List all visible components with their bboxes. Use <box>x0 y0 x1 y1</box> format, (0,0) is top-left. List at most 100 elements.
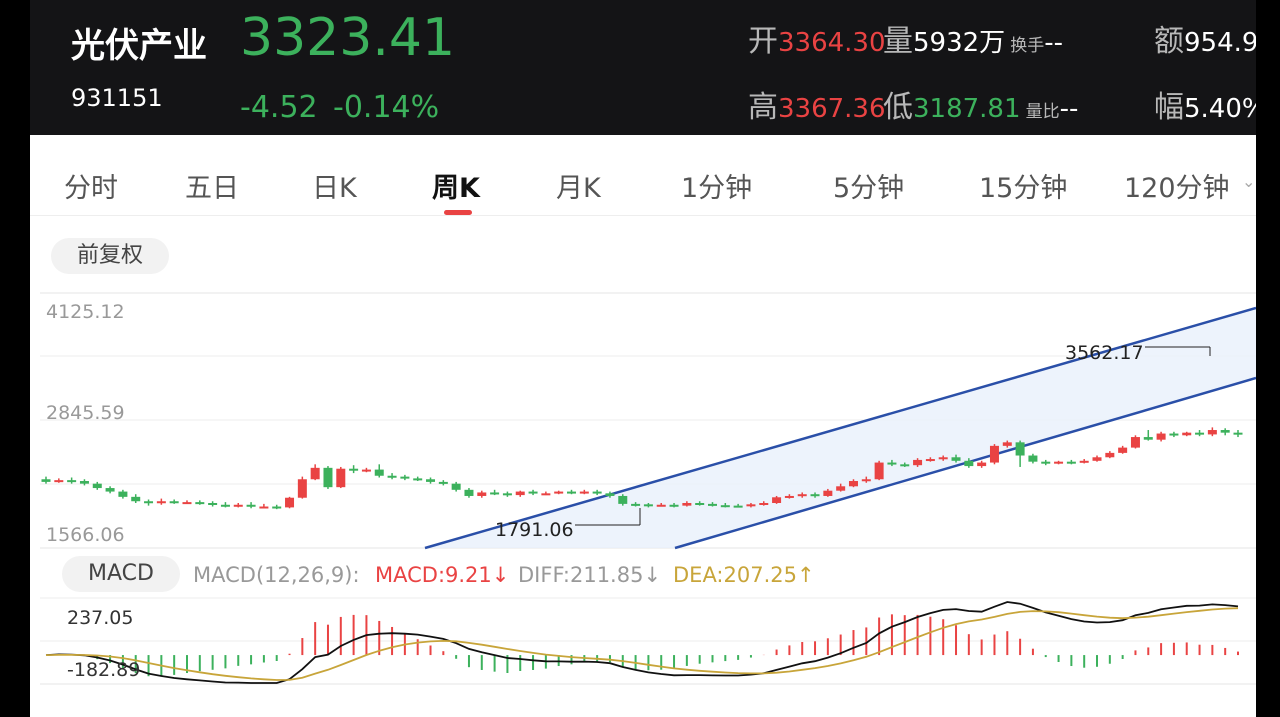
candle-body <box>784 495 794 498</box>
candle-body <box>387 475 397 478</box>
tab-weekly-k[interactable]: 周K <box>432 173 480 204</box>
price-axis-mid: 2845.59 <box>46 402 125 424</box>
candle-body <box>605 493 615 496</box>
candle-body <box>695 503 705 506</box>
candle-body <box>643 504 653 507</box>
candle-body <box>887 462 897 465</box>
candle-body <box>1182 432 1192 436</box>
macd-axis-bottom: -182.89 <box>67 659 141 681</box>
tab-5min[interactable]: 5分钟 <box>833 173 905 204</box>
candle-body <box>874 462 884 480</box>
candle-body <box>631 503 641 506</box>
candle-body <box>310 467 320 480</box>
candle-body <box>297 479 307 498</box>
app-frame: 光伏产业 931151 3323.41 -4.52 -0.14% 开3364.3… <box>30 0 1256 717</box>
candle-body <box>272 506 282 509</box>
candle-body <box>618 495 628 504</box>
candle-body <box>1130 437 1140 448</box>
candle-body <box>1066 461 1076 464</box>
candle-body <box>67 480 77 483</box>
candle-body <box>182 502 192 505</box>
candle-body <box>1015 442 1025 456</box>
candle-body <box>592 491 602 494</box>
candle-body <box>861 479 871 482</box>
candle-body <box>323 467 333 488</box>
candle-body <box>528 491 538 494</box>
volume-stat: 量5932万 换手-- <box>883 24 1064 59</box>
candle-body <box>1143 437 1153 440</box>
candle-body <box>413 478 423 481</box>
candle-body <box>208 503 218 506</box>
candle-body <box>451 483 461 490</box>
candle-body <box>682 503 692 506</box>
candle-body <box>438 481 448 484</box>
tab-120min[interactable]: 120分钟 <box>1124 173 1230 204</box>
candle-body <box>1233 432 1243 435</box>
dea-line <box>45 607 1239 681</box>
tab-1min[interactable]: 1分钟 <box>681 173 753 204</box>
index-name: 光伏产业 <box>71 26 207 66</box>
tab-five-day[interactable]: 五日 <box>185 173 239 204</box>
tab-intraday[interactable]: 分时 <box>64 173 118 204</box>
candle-body <box>746 504 756 507</box>
adjust-button[interactable]: 前复权 <box>51 238 169 274</box>
candle-body <box>1220 430 1230 433</box>
candle-body <box>913 459 923 466</box>
candle-body <box>400 476 410 479</box>
candle-body <box>810 494 820 497</box>
tab-daily-k[interactable]: 日K <box>312 173 357 204</box>
price-change-pct: -0.14% <box>333 90 440 125</box>
candle-body <box>1105 452 1115 458</box>
candle-body <box>1195 432 1205 435</box>
open-stat: 开3364.30 <box>748 24 886 59</box>
candle-body <box>144 501 154 504</box>
candle-body <box>567 491 577 494</box>
candle-body <box>989 445 999 463</box>
macd-axis-top: 237.05 <box>67 607 134 629</box>
candle-body <box>233 504 243 507</box>
low-annotation: 1791.06 <box>495 519 574 541</box>
candle-body <box>336 468 346 488</box>
candle-body <box>554 491 564 494</box>
candles-group <box>41 427 1243 510</box>
price-change: -4.52 <box>240 90 318 125</box>
macd-indicator-button[interactable]: MACD <box>62 556 180 592</box>
candle-body <box>1118 447 1128 453</box>
candle-body <box>169 501 179 504</box>
candle-body <box>118 491 128 497</box>
candle-body <box>1169 433 1179 436</box>
candle-body <box>900 464 910 467</box>
price-axis-top: 4125.12 <box>46 301 125 323</box>
candle-body <box>54 480 64 483</box>
trend-channel-upper <box>424 306 1256 550</box>
candle-body <box>41 479 51 482</box>
tab-monthly-k[interactable]: 月K <box>556 173 601 204</box>
low-stat: 低3187.81 量比-- <box>883 90 1079 125</box>
candle-body <box>1002 442 1012 446</box>
candle-body <box>1207 430 1217 435</box>
candle-body <box>1156 433 1166 440</box>
candle-body <box>720 505 730 508</box>
period-tabs: 分时 五日 日K 周K 月K 1分钟 5分钟 15分钟 120分钟 ⌄ <box>30 148 1256 216</box>
candle-body <box>797 494 807 497</box>
candle-body <box>477 492 487 496</box>
candle-body <box>669 504 679 507</box>
candle-body <box>105 488 115 492</box>
candlestick-chart[interactable]: 4125.12 2845.59 1566.06 1791.06 3562.17 <box>30 0 1256 717</box>
candle-body <box>707 503 717 506</box>
candle-body <box>502 493 512 496</box>
candle-body <box>490 492 500 495</box>
dea-value: DEA:207.25↑ <box>673 563 815 587</box>
index-code: 931151 <box>71 84 163 112</box>
candle-body <box>733 505 743 508</box>
chevron-down-icon[interactable]: ⌄ <box>1242 172 1256 191</box>
candle-body <box>1092 457 1102 461</box>
macd-histogram <box>57 614 1239 677</box>
candle-body <box>836 486 846 491</box>
price-axis-bottom: 1566.06 <box>46 524 125 546</box>
tab-15min[interactable]: 15分钟 <box>979 173 1068 204</box>
candle-body <box>259 506 269 509</box>
candle-body <box>92 483 102 489</box>
candle-body <box>195 502 205 505</box>
active-tab-indicator <box>444 210 472 215</box>
